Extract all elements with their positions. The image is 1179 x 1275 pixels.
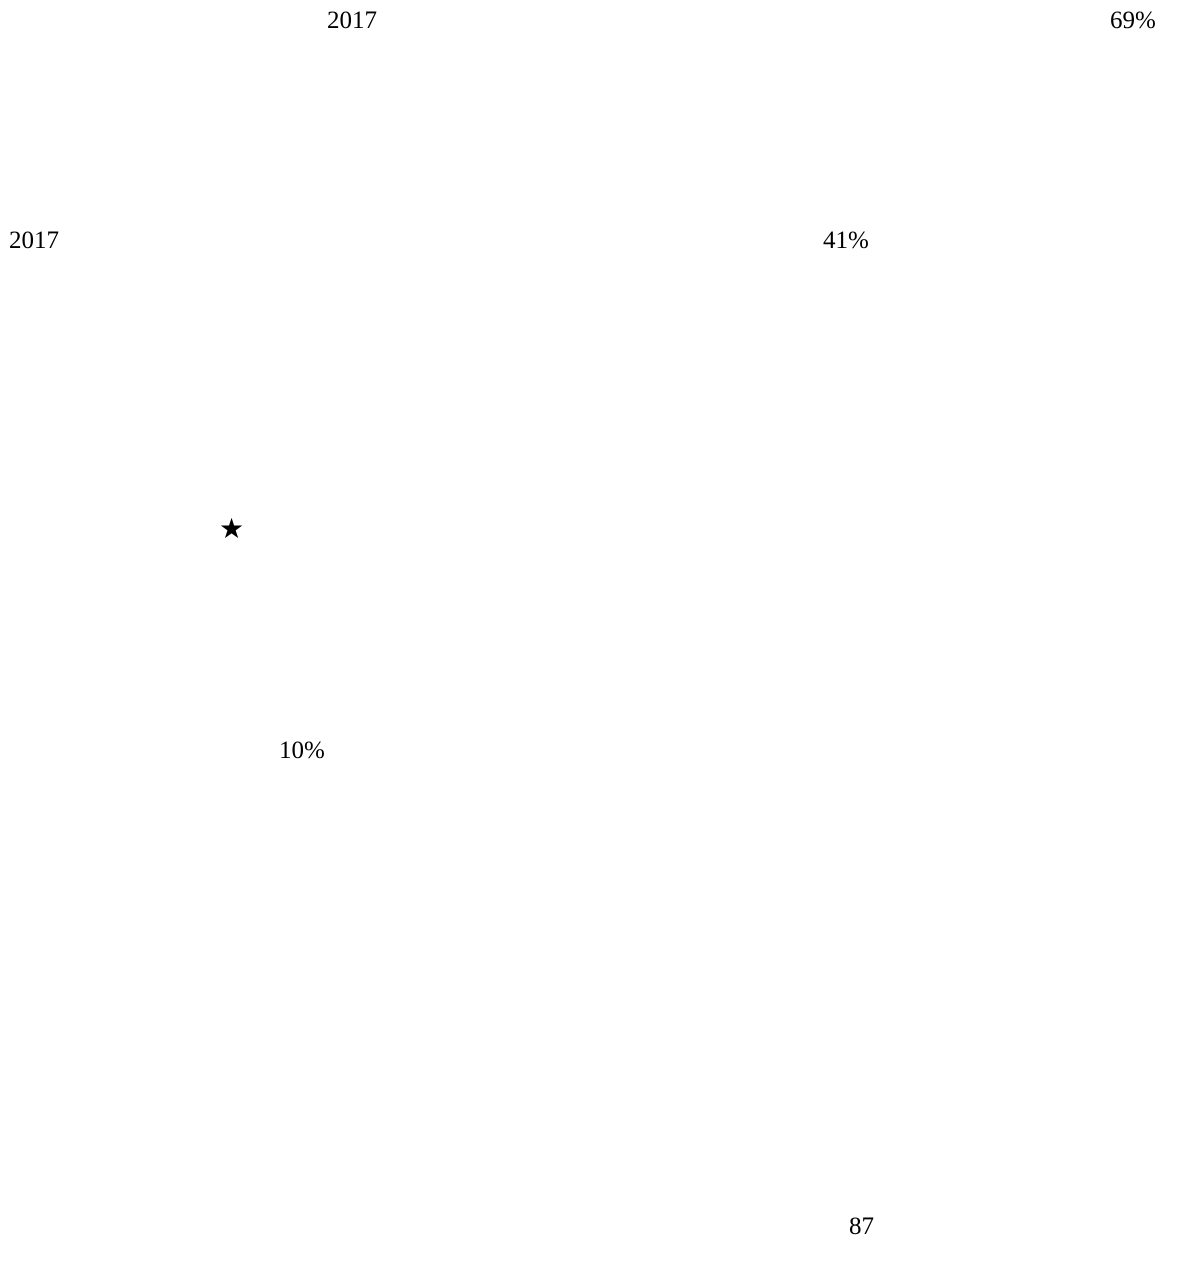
star-icon: ★ <box>219 512 245 545</box>
page-number: 87 <box>849 1213 874 1240</box>
year-label-left: 2017 <box>9 227 59 254</box>
year-label-top: 2017 <box>327 7 377 34</box>
percentage-label-lower: 10% <box>279 737 325 764</box>
percentage-label-top-right: 69% <box>1110 7 1156 34</box>
percentage-label-middle: 41% <box>823 227 869 254</box>
